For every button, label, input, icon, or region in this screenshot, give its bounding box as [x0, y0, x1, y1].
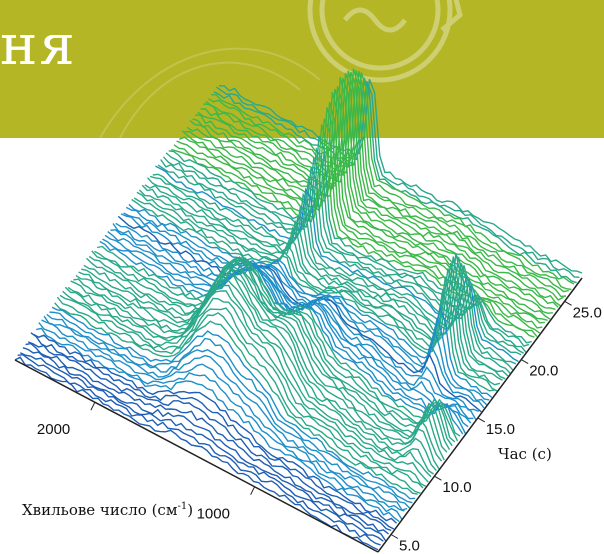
spectrum-line — [88, 255, 453, 447]
spectrum-line — [179, 102, 543, 329]
y-tick-labels: 5.0 10.0 15.0 20.0 25.0 — [390, 300, 602, 554]
spectrum-line — [59, 294, 424, 489]
spectrum-line — [162, 156, 527, 354]
spectrum-line — [62, 290, 427, 487]
spectrum-line — [215, 81, 580, 278]
y-axis — [377, 277, 583, 553]
spectrum-line — [51, 306, 416, 500]
spectra-lines — [14, 68, 583, 551]
spectrum-line — [17, 353, 381, 546]
x-axis-label-end: ) — [187, 501, 193, 519]
y-tick-label: 20.0 — [529, 363, 558, 380]
banner-title: ня — [0, 13, 77, 78]
y-tick-label: 25.0 — [573, 304, 602, 321]
spectrum-line — [91, 250, 456, 443]
spectrum-line — [211, 72, 575, 285]
y-tick-label: 15.0 — [486, 421, 515, 438]
spectrum-line — [138, 189, 503, 381]
x-axis-label: Хвильове число (см-1) — [22, 501, 193, 519]
spectrum-line — [195, 72, 559, 308]
spectrum-line — [96, 245, 461, 437]
spectrum-line — [38, 322, 403, 520]
y-tick-mark — [434, 475, 442, 481]
banner-background — [0, 0, 604, 138]
x-axis-label-sup: -1 — [178, 501, 188, 512]
gear-logo-icon — [307, 0, 463, 83]
x-tick-mark — [250, 486, 256, 495]
spectrum-line — [33, 333, 397, 524]
spectrum-line — [83, 258, 448, 453]
spectrum-line — [203, 68, 567, 298]
x-axis-label-text: Хвильове число (см — [22, 501, 178, 519]
spectrum-line — [46, 313, 411, 509]
spectrum-line — [25, 342, 390, 535]
spectrum-line — [184, 88, 548, 321]
y-tick-mark — [390, 534, 399, 539]
spectrum-line — [73, 274, 437, 472]
spectrum-line — [56, 296, 421, 494]
x-tick-label: 2000 — [37, 421, 70, 438]
spectrum-line — [64, 286, 429, 483]
spectrum-line — [94, 250, 459, 442]
y-tick-mark — [564, 300, 572, 306]
spectrum-line — [27, 341, 392, 532]
spectrum-line — [168, 135, 532, 344]
spectrum-line — [19, 352, 384, 542]
decorative-swirl — [99, 47, 321, 138]
spectrum-line — [160, 159, 525, 354]
spectrum-line — [78, 267, 443, 462]
spectrum-line — [22, 347, 387, 542]
spectrum-line — [110, 229, 474, 420]
spectrum-line — [197, 70, 562, 307]
y-tick-label: 10.0 — [442, 479, 471, 496]
spectrum-line — [43, 315, 408, 511]
x-axis — [14, 359, 379, 553]
spectrum-line — [115, 222, 479, 413]
spectrum-line — [30, 332, 395, 530]
spectrum-line — [102, 238, 467, 434]
spectrum-line — [99, 240, 464, 435]
spectrum-line — [136, 191, 501, 386]
y-axis-label: Час (с) — [498, 445, 552, 463]
spectrum-line — [54, 302, 418, 495]
spectrum-line — [117, 215, 482, 413]
spectrum-line — [144, 184, 509, 377]
spectrum-line — [70, 276, 434, 475]
spectrum-line — [141, 184, 506, 380]
spectrum-line — [75, 267, 440, 470]
spectrum-line — [146, 177, 512, 375]
spectrum-line — [192, 77, 556, 311]
spectrum-line — [104, 234, 469, 428]
x-tick-mark — [90, 401, 96, 411]
y-tick-mark — [520, 359, 529, 365]
spectrum-line — [41, 319, 405, 512]
spectrum-line — [205, 70, 569, 293]
x-tick-labels: 2000 1000 — [37, 401, 256, 523]
spectrum-line — [36, 327, 400, 523]
spectrum-line — [189, 77, 553, 314]
spectrum-line — [81, 265, 445, 461]
spectrum-line — [14, 356, 379, 551]
x-tick-label: 1000 — [197, 506, 230, 523]
spectrum-line — [186, 86, 551, 320]
y-tick-label: 5.0 — [399, 538, 420, 554]
spectrum-line — [181, 92, 545, 324]
spectrum-line — [67, 284, 432, 478]
spectrum-line — [112, 223, 477, 421]
y-tick-mark — [477, 417, 486, 423]
spectrum-line — [49, 311, 413, 504]
spectrum-line — [208, 70, 572, 291]
spectrum-line — [218, 79, 583, 274]
spectrum-line — [131, 198, 495, 392]
header-banner — [0, 0, 604, 138]
